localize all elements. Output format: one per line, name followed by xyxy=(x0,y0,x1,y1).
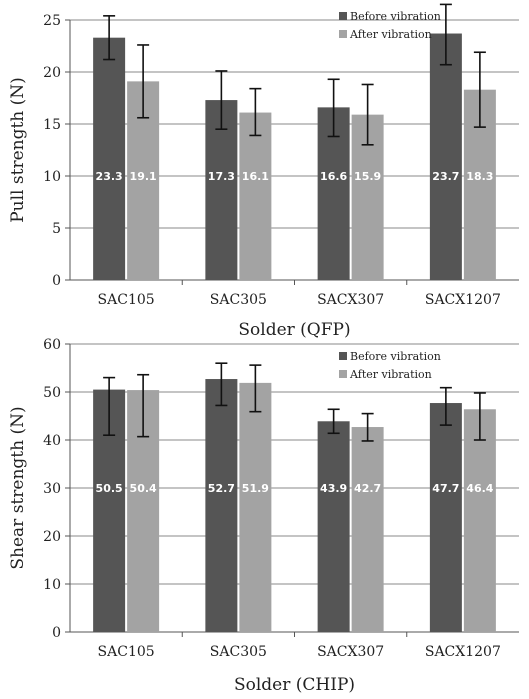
y-tick-label: 5 xyxy=(52,221,61,237)
x-tick-label: SAC305 xyxy=(210,292,267,308)
y-tick-label: 20 xyxy=(43,65,61,81)
x-tick-label: SACX1207 xyxy=(425,644,501,660)
x-axis-label: Solder (CHIP) xyxy=(234,675,355,695)
bar xyxy=(351,427,384,632)
x-axis-label: Solder (QFP) xyxy=(238,320,350,340)
pull-strength-chart: 0 5 10 15 20 25 23.3 19.1 SAC105 17.3 16.1 SAC305 16… xyxy=(8,3,519,340)
bar xyxy=(239,112,272,280)
data-label: 17.3 xyxy=(208,170,235,183)
legend-swatch xyxy=(339,370,347,378)
data-label: 16.1 xyxy=(242,170,269,183)
data-label: 46.4 xyxy=(466,482,493,495)
legend-label: After vibration xyxy=(349,28,432,41)
bar xyxy=(205,379,238,632)
legend-swatch xyxy=(339,352,347,360)
y-axis-label: Shear strength (N) xyxy=(8,406,28,569)
x-tick-label: SACX307 xyxy=(317,292,384,308)
legend-swatch xyxy=(339,12,347,20)
data-label: 18.3 xyxy=(466,170,493,183)
data-label: 23.7 xyxy=(432,170,459,183)
data-label: 51.9 xyxy=(242,482,269,495)
y-tick-label: 30 xyxy=(43,481,61,497)
bar xyxy=(205,100,238,280)
y-tick-label: 0 xyxy=(52,625,61,641)
data-label: 43.9 xyxy=(320,482,347,495)
y-tick-label: 15 xyxy=(43,117,61,133)
legend-label: Before vibration xyxy=(350,10,441,23)
x-tick-label: SAC305 xyxy=(210,644,267,660)
y-tick-label: 10 xyxy=(43,577,61,593)
x-tick-label: SACX307 xyxy=(317,644,384,660)
bar xyxy=(429,33,462,280)
data-label: 52.7 xyxy=(208,482,235,495)
x-tick-label: SACX1207 xyxy=(425,292,501,308)
y-tick-label: 50 xyxy=(43,385,61,401)
bar xyxy=(317,421,350,632)
x-tick-label: SAC105 xyxy=(98,292,155,308)
bar xyxy=(463,409,496,632)
data-label: 23.3 xyxy=(96,170,123,183)
data-label: 47.7 xyxy=(432,482,459,495)
data-label: 50.4 xyxy=(130,482,157,495)
data-label: 19.1 xyxy=(130,170,157,183)
y-tick-label: 25 xyxy=(43,13,61,29)
legend-label: Before vibration xyxy=(350,350,441,363)
y-tick-label: 60 xyxy=(43,337,61,353)
data-label: 15.9 xyxy=(354,170,381,183)
y-axis-label: Pull strength (N) xyxy=(8,77,28,223)
data-label: 16.6 xyxy=(320,170,347,183)
y-tick-label: 10 xyxy=(43,169,61,185)
shear-strength-chart: 0 10 20 30 40 50 60 50.5 50.4 SAC105 52.7 51.9 SAC30… xyxy=(8,337,519,695)
bar xyxy=(429,403,462,632)
y-tick-label: 0 xyxy=(52,273,61,289)
x-tick-label: SAC105 xyxy=(98,644,155,660)
legend-label: After vibration xyxy=(349,368,432,381)
bar xyxy=(93,37,126,281)
y-tick-label: 20 xyxy=(43,529,61,545)
y-tick-label: 40 xyxy=(43,433,61,449)
data-label: 50.5 xyxy=(96,482,123,495)
bar xyxy=(239,382,272,632)
legend-swatch xyxy=(339,30,347,38)
data-label: 42.7 xyxy=(354,482,381,495)
